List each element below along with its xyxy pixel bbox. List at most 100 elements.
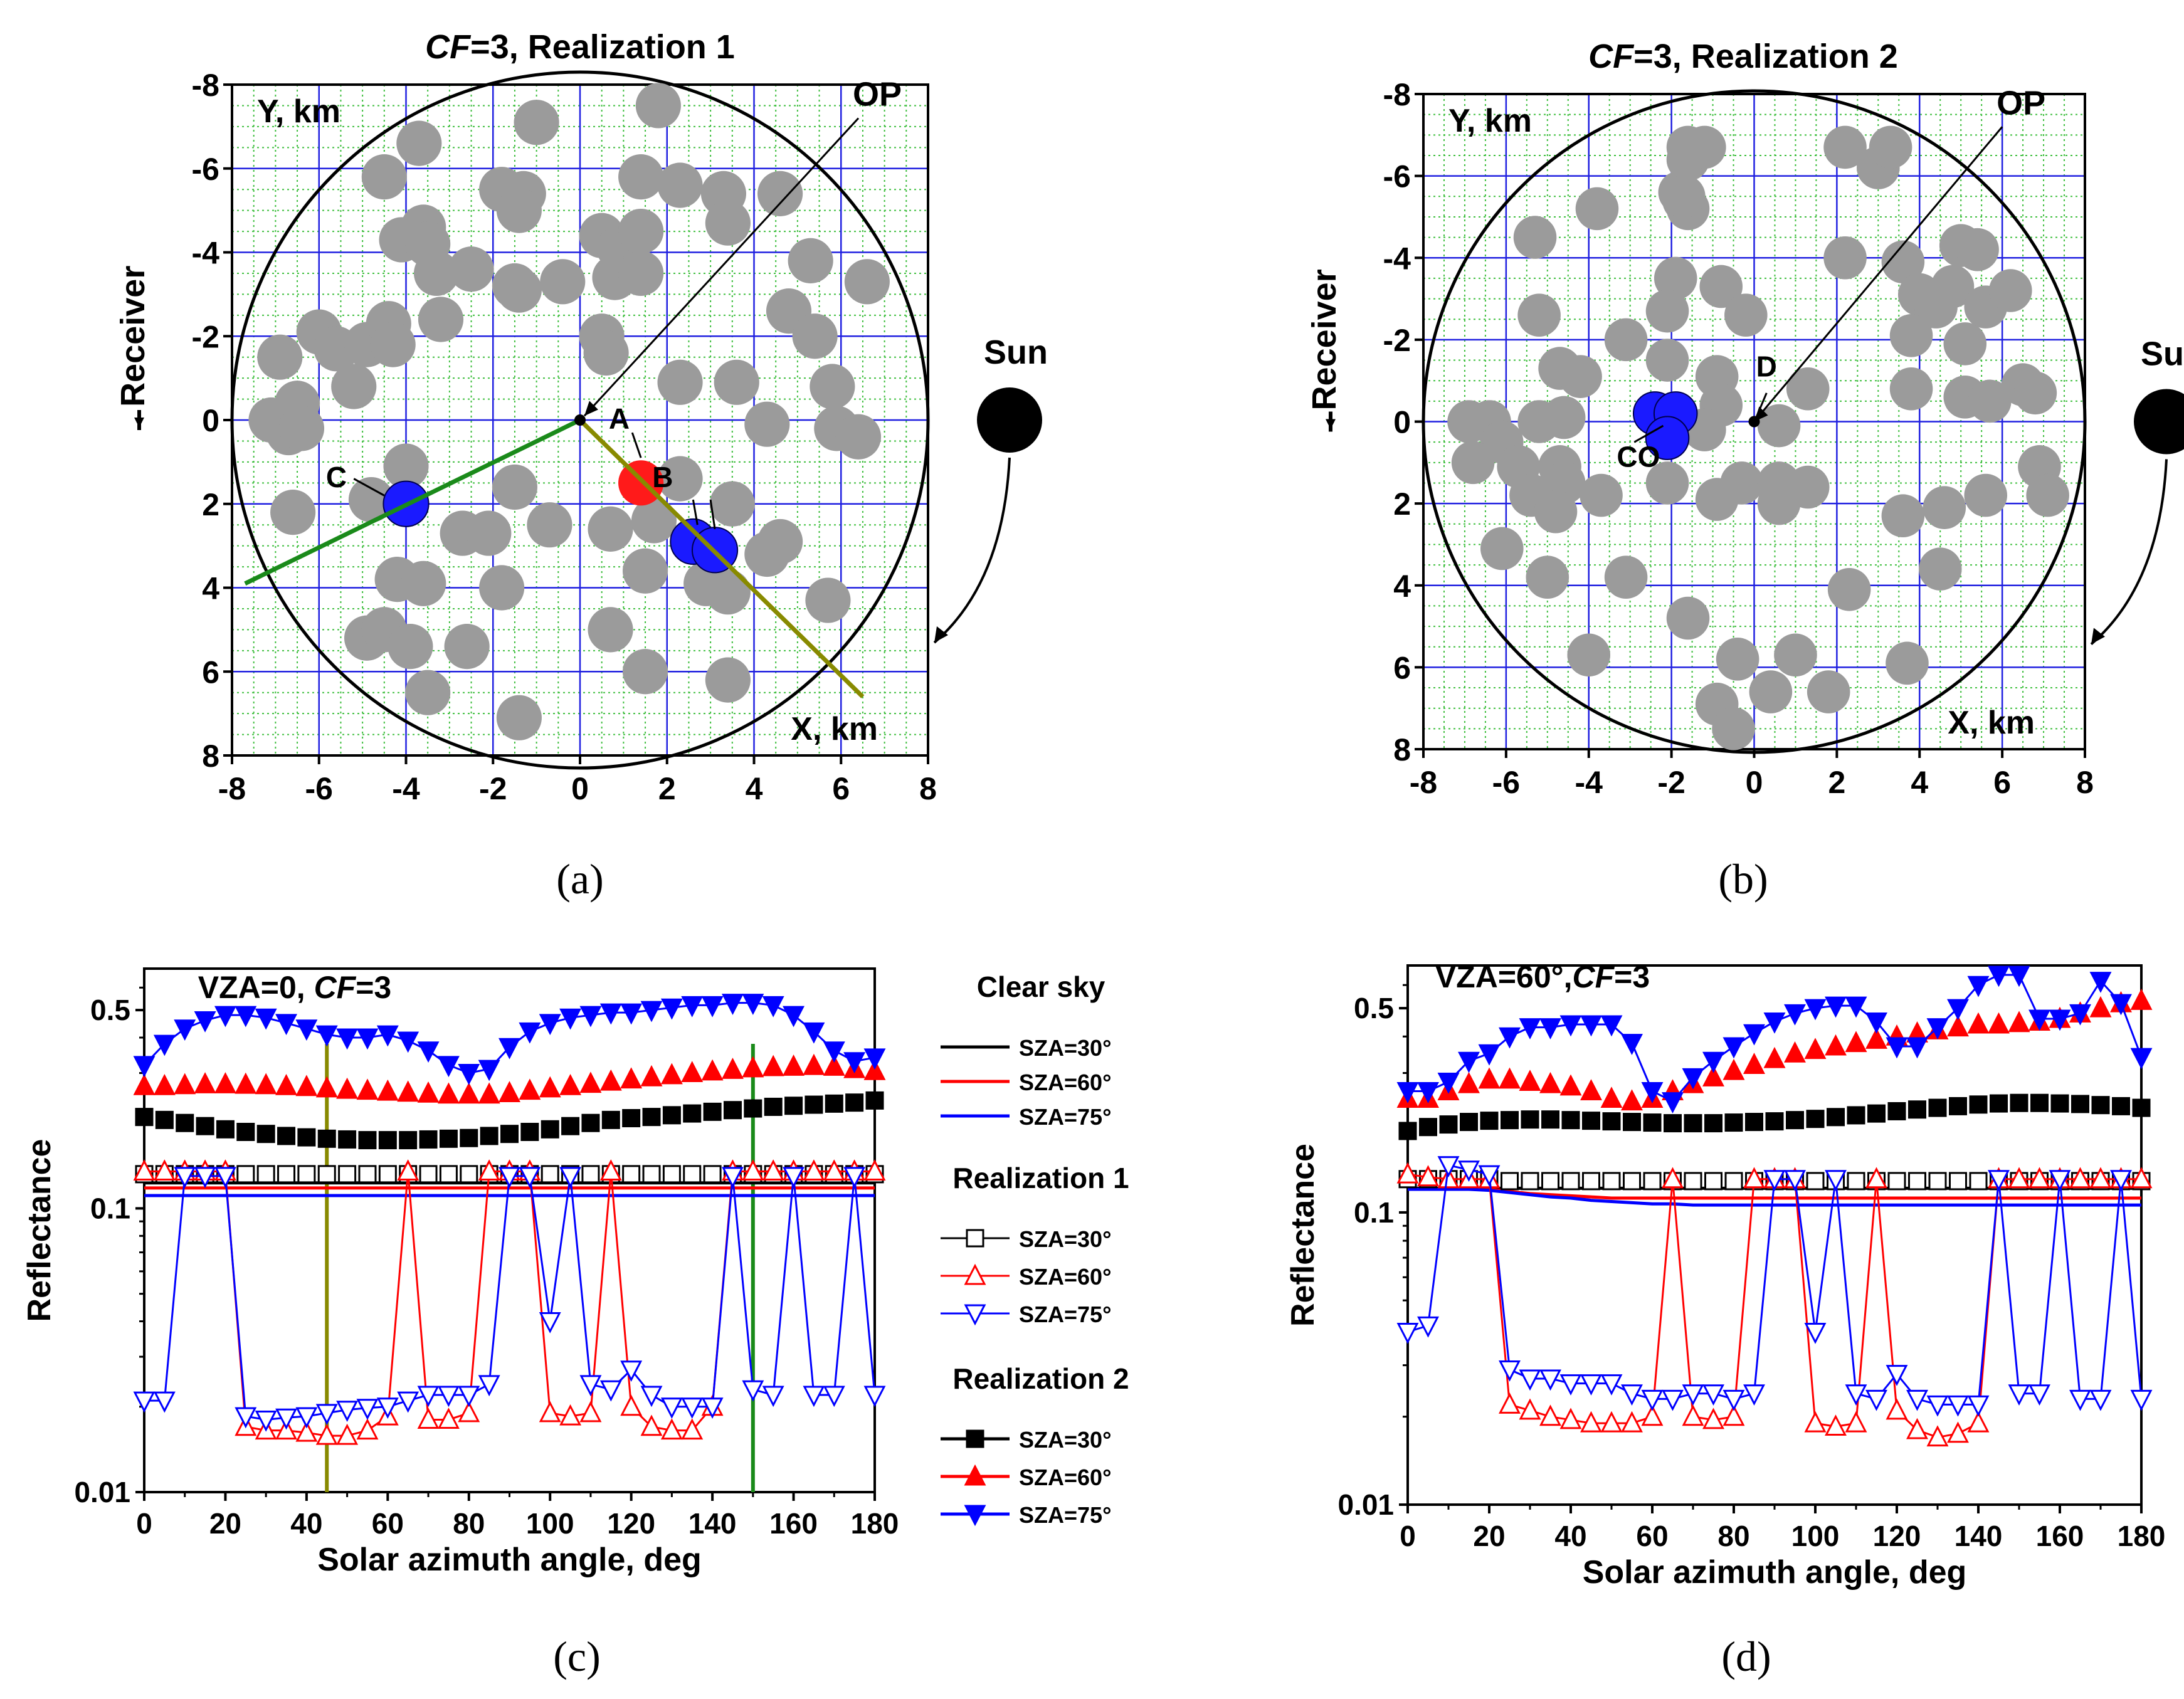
y-tick-label: -8 [1383, 77, 1411, 112]
cloud-gray [1666, 596, 1710, 640]
y-tick-label: 0.01 [74, 1476, 130, 1508]
data-point [863, 1386, 886, 1407]
data-point [823, 1055, 845, 1076]
cloud-gray [709, 481, 755, 527]
x-tick-label: 80 [1717, 1520, 1749, 1552]
x-axis-label: X, km [791, 711, 878, 747]
data-point [783, 1167, 805, 1189]
data-point [1845, 1411, 1867, 1433]
label-D-pointer [1755, 392, 1768, 418]
cloud-gray [1712, 707, 1755, 750]
data-point [701, 1397, 724, 1419]
data-point [1949, 1097, 1967, 1115]
series-line [144, 1175, 876, 1421]
data-point [1827, 1108, 1845, 1127]
data-point [863, 1048, 886, 1070]
y-tick-label: -2 [192, 319, 219, 354]
cloud-gray [405, 670, 451, 715]
data-point [561, 1117, 580, 1135]
data-point [500, 1125, 519, 1144]
data-point [214, 1006, 236, 1028]
data-point [579, 1071, 602, 1093]
cloud-gray [1807, 670, 1850, 713]
cloud-gray [1889, 367, 1933, 411]
label-C: C [326, 461, 347, 493]
data-point [1763, 1170, 1786, 1192]
cloud-gray [1886, 641, 1929, 685]
data-point [2091, 1096, 2110, 1115]
cloud-gray [1517, 293, 1561, 337]
label-D: D [1756, 350, 1777, 383]
data-point [1541, 1110, 1559, 1129]
data-point [1623, 1172, 1641, 1191]
y-axis-label: Y, km [257, 93, 340, 130]
data-point [1847, 1106, 1865, 1125]
data-point [642, 1165, 661, 1184]
data-point [1621, 1411, 1643, 1433]
cloud-gray [1757, 404, 1801, 448]
cloud-gray [1534, 490, 1578, 534]
olive-view-line [578, 418, 865, 698]
data-point [845, 1093, 864, 1112]
cloud-gray [810, 364, 855, 409]
data-point [1743, 1024, 1765, 1046]
cloud-gray [705, 200, 751, 246]
data-point [1559, 1015, 1582, 1037]
data-point [1784, 1041, 1806, 1063]
x-tick-label: 8 [2076, 765, 2094, 800]
cloud-gray [1654, 256, 1697, 300]
data-point [1662, 1167, 1684, 1189]
data-point [722, 1167, 744, 1189]
data-point [1580, 1015, 1602, 1037]
data-point [1702, 1384, 1724, 1406]
panel-d-title: VZA=60°,CF=3 [1435, 959, 1650, 994]
data-point [966, 1229, 984, 1248]
panel-d-title-part: CF [1573, 959, 1615, 994]
data-point [1641, 1389, 1664, 1411]
data-point [2008, 1167, 2030, 1189]
panel-b-title-part: CF [1588, 38, 1635, 75]
y-tick-label: 2 [1393, 487, 1411, 522]
data-point [1786, 1111, 1804, 1130]
data-point [964, 1263, 986, 1285]
cloud-gray [257, 334, 303, 380]
data-point [1499, 1027, 1521, 1049]
cloud-gray [1786, 367, 1830, 411]
x-tick-label: 4 [1911, 765, 1928, 800]
data-point [295, 1075, 318, 1097]
data-point [277, 1165, 296, 1184]
data-point [2110, 1170, 2132, 1192]
data-point [256, 1125, 275, 1144]
data-point [2089, 972, 2112, 993]
data-point [1806, 1172, 1825, 1191]
data-point [843, 1167, 866, 1189]
cloud-gray [1931, 265, 1975, 308]
label-B-pointer [709, 499, 716, 530]
data-point [480, 1127, 499, 1145]
data-point [417, 1386, 440, 1407]
data-point [378, 1165, 397, 1184]
x-tick-label: 60 [1636, 1520, 1668, 1552]
data-point [2089, 996, 2112, 1018]
panel-b-caption: (b) [1718, 855, 1768, 903]
data-point [1886, 1398, 1908, 1420]
data-point [1947, 1015, 1969, 1037]
data-point [356, 1078, 379, 1100]
data-point [458, 1064, 480, 1085]
data-point [2130, 1048, 2153, 1070]
y-tick-label: 2 [202, 487, 219, 522]
panel-c-title-part: CF [314, 970, 357, 1005]
cloud-gray [2026, 473, 2069, 517]
data-point [275, 1073, 297, 1095]
data-point [1804, 1323, 1827, 1344]
data-point [1928, 1098, 1947, 1117]
data-point [1804, 1411, 1827, 1433]
data-point [723, 1101, 742, 1120]
data-point [1763, 1046, 1786, 1068]
legend-item-label: SZA=75° [1019, 1502, 1111, 1528]
cloud-gray [792, 313, 838, 359]
data-point [133, 1073, 156, 1095]
data-point [1439, 1115, 1458, 1134]
data-point [1580, 1374, 1602, 1396]
sun-label: Sun [984, 334, 1048, 371]
